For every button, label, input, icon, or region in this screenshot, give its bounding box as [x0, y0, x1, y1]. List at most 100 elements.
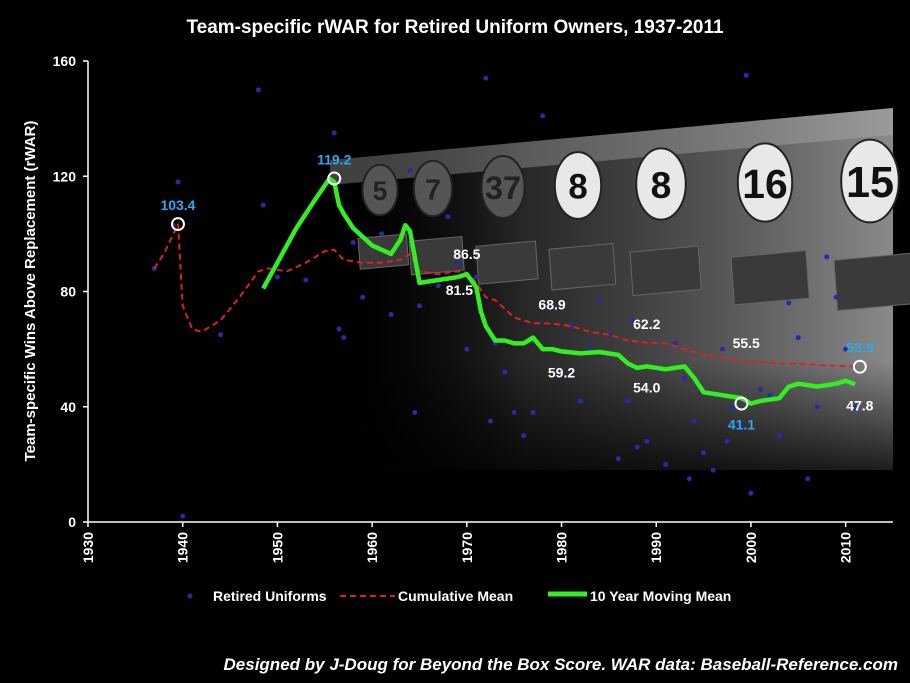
- plaque-sign: [548, 242, 617, 291]
- scatter-point: [530, 410, 536, 416]
- x-tick-label: 1950: [269, 532, 285, 563]
- credit-line: Designed by J-Doug for Beyond the Box Sc…: [224, 655, 898, 674]
- scatter-point: [502, 369, 508, 375]
- moving-mean-line: [261, 176, 856, 406]
- plaque-disc: [553, 151, 603, 220]
- scatter-point: [412, 410, 418, 416]
- scatter-point: [776, 433, 782, 439]
- plaque-disc: [840, 138, 900, 224]
- plaque-disc: [635, 147, 687, 221]
- scatter-point: [748, 490, 754, 496]
- scatter-point: [720, 346, 726, 352]
- y-tick-label: 160: [53, 53, 77, 69]
- scatter-point: [350, 240, 356, 246]
- legend-swatch-scatter: [187, 593, 193, 599]
- scatter-point: [260, 202, 266, 208]
- scatter-point: [454, 260, 460, 266]
- scatter-point: [175, 179, 181, 185]
- scatter-point: [255, 87, 261, 93]
- plaque-sign: [730, 249, 810, 306]
- scatter-point: [336, 326, 342, 332]
- y-tick-label: 0: [68, 514, 76, 530]
- plaque-disc: [736, 142, 794, 223]
- cumulative-mean-line: [153, 223, 856, 368]
- scatter-point: [180, 513, 186, 519]
- scatter-point: [445, 214, 451, 220]
- scatter-point: [710, 467, 716, 473]
- scatter-point: [331, 130, 337, 136]
- scatter-point: [483, 75, 489, 81]
- scatter-point: [360, 294, 366, 300]
- annotation-marker: [327, 171, 342, 186]
- scatter-point: [615, 456, 621, 462]
- scatter-point: [682, 375, 688, 381]
- scatter-point: [805, 476, 811, 482]
- plaque-number: 8: [568, 168, 587, 207]
- legend-label-cumulative: Cumulative Mean: [398, 588, 513, 604]
- plaque-sign: [833, 252, 910, 312]
- background-photo: 5 7 37 8 8 16 15: [330, 108, 910, 500]
- scatter-point: [634, 444, 640, 450]
- scatter-point: [814, 404, 820, 410]
- axes: 0 40 80 120 160 1930 1940 1950 1960 1970 1980 1990 2…: [53, 53, 893, 563]
- plaque-disc: [361, 163, 399, 217]
- scatter-point: [852, 404, 858, 410]
- annotation-label: 55.5: [733, 335, 760, 351]
- annotation-label: 59.2: [548, 364, 575, 380]
- scatter-point: [596, 297, 602, 303]
- scatter-point: [701, 450, 707, 456]
- annotation-marker: [852, 359, 867, 374]
- scatter-point: [767, 392, 773, 398]
- annotation-label: 81.5: [446, 282, 473, 298]
- scatter-point: [473, 274, 479, 280]
- annotation-label: 47.8: [846, 397, 873, 413]
- plaque-number: 8: [651, 164, 672, 206]
- scatter-point: [625, 398, 631, 404]
- scatter-point: [577, 398, 583, 404]
- annotation-marker: [170, 217, 185, 232]
- scatter-point: [691, 418, 697, 424]
- plaque-number: 37: [485, 170, 521, 206]
- plaque-number: 5: [373, 176, 388, 206]
- legend-label-moving: 10 Year Moving Mean: [590, 588, 731, 604]
- annotation-marker: [734, 396, 749, 411]
- annotation-label: 54.0: [633, 379, 660, 395]
- lines-layer: [153, 176, 856, 406]
- x-tick-label: 1930: [80, 532, 96, 563]
- y-tick-label: 80: [60, 284, 76, 300]
- scatter-point: [663, 461, 669, 467]
- scatter-point: [435, 283, 441, 289]
- plaque-number: 7: [425, 174, 441, 206]
- plaque-group: 5 7 37 8 8 16 15: [357, 138, 910, 312]
- annotation-label: 68.9: [538, 296, 565, 312]
- x-tick-label: 1980: [554, 532, 570, 563]
- scatter-point: [488, 418, 493, 424]
- scatter-point: [559, 369, 565, 375]
- annotation-label: 53.9: [846, 340, 873, 356]
- x-tick-label: 1960: [364, 532, 380, 563]
- scatter-point: [795, 335, 801, 341]
- scatter-point: [686, 476, 692, 482]
- scatter-point: [724, 438, 730, 444]
- annotation-label: 62.2: [633, 316, 660, 332]
- x-tick-label: 1940: [175, 532, 191, 563]
- legend: Retired Uniforms Cumulative Mean 10 Year…: [187, 588, 731, 604]
- scatter-point: [824, 254, 830, 260]
- legend-label-scatter: Retired Uniforms: [213, 588, 327, 604]
- scatter-point: [630, 317, 636, 323]
- scatter-point: [521, 433, 527, 439]
- scatter-point: [606, 332, 612, 338]
- plaque-sign: [475, 240, 539, 285]
- scatter-point: [568, 323, 574, 329]
- scatter-point: [743, 72, 749, 78]
- scatter-point: [388, 312, 394, 318]
- plaque-sign: [408, 235, 465, 276]
- scatter-point: [672, 340, 678, 346]
- scatter-point: [549, 303, 555, 309]
- scatter-point: [757, 386, 763, 392]
- scatter-point: [407, 167, 413, 173]
- x-tick-label: 2010: [838, 532, 854, 563]
- scatter-point: [379, 231, 385, 237]
- scatter-point: [738, 424, 744, 430]
